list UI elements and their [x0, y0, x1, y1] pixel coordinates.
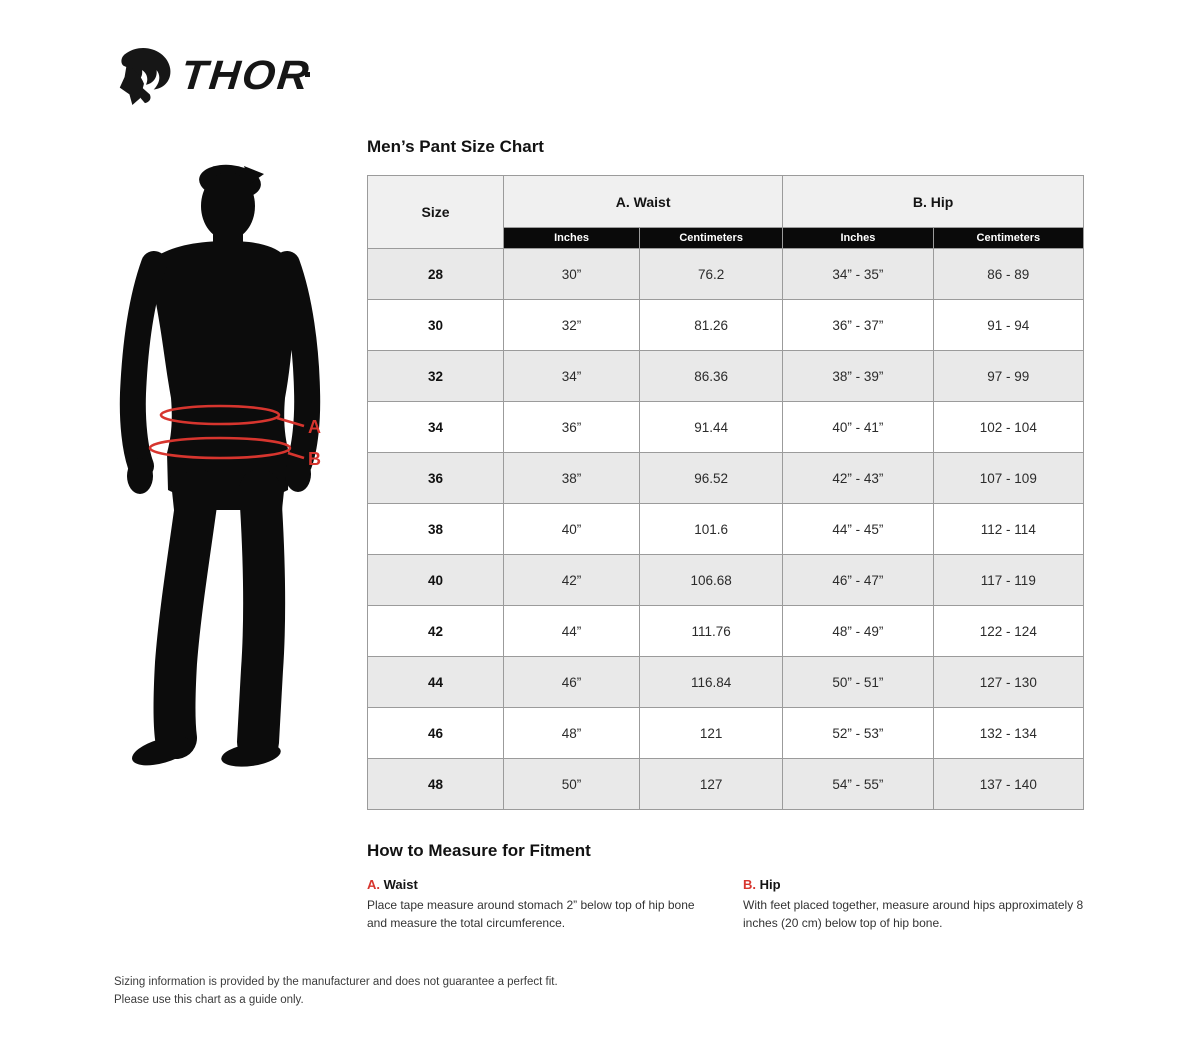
cell-hip-cm: 102 - 104	[932, 401, 1085, 453]
table-row: 30 32” 81.26 36” - 37” 91 - 94	[366, 299, 1085, 351]
cell-waist-cm: 121	[639, 707, 784, 759]
thor-ram-icon	[119, 47, 171, 106]
measure-waist-name: Waist	[383, 877, 418, 892]
cell-size: 48	[366, 758, 505, 810]
cell-size: 46	[366, 707, 505, 759]
page-title: Men’s Pant Size Chart	[367, 137, 544, 156]
cell-waist-cm: 96.52	[639, 452, 784, 504]
cell-hip-cm: 91 - 94	[932, 299, 1085, 351]
body-measurement-figure: A B	[119, 164, 321, 767]
cell-waist-cm: 101.6	[639, 503, 784, 555]
measure-waist-heading: A. Waist	[367, 877, 712, 892]
table-row: 46 48” 121 52” - 53” 132 - 134	[366, 707, 1085, 759]
cell-waist-cm: 76.2	[639, 248, 784, 300]
figure-label-a: A	[308, 417, 321, 437]
measure-waist-text: Place tape measure around stomach 2” bel…	[367, 898, 695, 930]
measure-tape-lines	[148, 404, 305, 460]
table-row: 44 46” 116.84 50” - 51” 127 - 130	[366, 656, 1085, 708]
cell-hip-cm: 107 - 109	[932, 452, 1085, 504]
measure-hip-letter: B.	[743, 877, 756, 892]
cell-waist-cm: 81.26	[639, 299, 784, 351]
logo-registered-dot	[305, 71, 311, 77]
table-row: 36 38” 96.52 42” - 43” 107 - 109	[366, 452, 1085, 504]
measure-hip-text: With feet placed together, measure aroun…	[743, 898, 1084, 930]
cell-hip-cm: 127 - 130	[932, 656, 1085, 708]
disclaimer-line-1: Sizing information is provided by the ma…	[114, 976, 558, 988]
measure-item-hip: B. Hip With feet placed together, measur…	[743, 877, 1098, 932]
cell-hip-inches: 50” - 51”	[782, 656, 934, 708]
cell-waist-inches: 50”	[503, 758, 641, 810]
measure-waist-letter: A.	[367, 877, 380, 892]
cell-waist-inches: 34”	[503, 350, 641, 402]
cell-waist-cm: 91.44	[639, 401, 784, 453]
cell-hip-inches: 38” - 39”	[782, 350, 934, 402]
cell-size: 28	[366, 248, 505, 300]
table-row: 34 36” 91.44 40” - 41” 102 - 104	[366, 401, 1085, 453]
table-row: 48 50” 127 54” - 55” 137 - 140	[366, 758, 1085, 810]
cell-hip-inches: 46” - 47”	[782, 554, 934, 606]
sizing-disclaimer: Sizing information is provided by the ma…	[114, 974, 558, 1010]
cell-waist-inches: 44”	[503, 605, 641, 657]
cell-hip-inches: 44” - 45”	[782, 503, 934, 555]
measure-section-title: How to Measure for Fitment	[367, 841, 591, 860]
cell-waist-cm: 127	[639, 758, 784, 810]
cell-hip-inches: 36” - 37”	[782, 299, 934, 351]
table-row: 28 30” 76.2 34” - 35” 86 - 89	[366, 248, 1085, 300]
column-header-waist: A. Waist	[503, 175, 784, 228]
cell-hip-inches: 40” - 41”	[782, 401, 934, 453]
cell-hip-inches: 42” - 43”	[782, 452, 934, 504]
figure-label-b: B	[308, 449, 321, 469]
cell-size: 32	[366, 350, 505, 402]
table-row: 42 44” 111.76 48” - 49” 122 - 124	[366, 605, 1085, 657]
cell-hip-cm: 97 - 99	[932, 350, 1085, 402]
subheader-hip-centimeters: Centimeters	[932, 227, 1085, 249]
cell-size: 42	[366, 605, 505, 657]
cell-hip-cm: 122 - 124	[932, 605, 1085, 657]
subheader-waist-inches: Inches	[503, 227, 641, 249]
thor-logo: THOR	[112, 44, 313, 106]
size-table-body: 28 30” 76.2 34” - 35” 86 - 89 30 32” 81.26 36” -…	[366, 248, 1085, 810]
table-row: 40 42” 106.68 46” - 47” 117 - 119	[366, 554, 1085, 606]
measure-item-waist: A. Waist Place tape measure around stoma…	[367, 877, 712, 932]
cell-hip-inches: 48” - 49”	[782, 605, 934, 657]
cell-hip-cm: 132 - 134	[932, 707, 1085, 759]
cell-waist-cm: 111.76	[639, 605, 784, 657]
cell-waist-inches: 48”	[503, 707, 641, 759]
subheader-hip-inches: Inches	[782, 227, 934, 249]
subheader-waist-centimeters: Centimeters	[639, 227, 784, 249]
cell-waist-inches: 42”	[503, 554, 641, 606]
cell-waist-cm: 116.84	[639, 656, 784, 708]
table-row: 38 40” 101.6 44” - 45” 112 - 114	[366, 503, 1085, 555]
cell-hip-cm: 117 - 119	[932, 554, 1085, 606]
cell-waist-inches: 46”	[503, 656, 641, 708]
cell-hip-inches: 54” - 55”	[782, 758, 934, 810]
cell-hip-inches: 34” - 35”	[782, 248, 934, 300]
cell-size: 30	[366, 299, 505, 351]
table-row: 32 34” 86.36 38” - 39” 97 - 99	[366, 350, 1085, 402]
column-header-size: Size	[366, 175, 505, 249]
size-chart-table: Size A. Waist B. Hip Inches Centimeters …	[366, 175, 1085, 810]
cell-hip-cm: 86 - 89	[932, 248, 1085, 300]
cell-size: 36	[366, 452, 505, 504]
thor-logo-text: THOR	[178, 52, 313, 98]
cell-waist-inches: 36”	[503, 401, 641, 453]
cell-size: 34	[366, 401, 505, 453]
measure-hip-name: Hip	[759, 877, 781, 892]
cell-waist-cm: 106.68	[639, 554, 784, 606]
cell-waist-inches: 40”	[503, 503, 641, 555]
cell-waist-inches: 38”	[503, 452, 641, 504]
cell-hip-inches: 52” - 53”	[782, 707, 934, 759]
disclaimer-line-2: Please use this chart as a guide only.	[114, 993, 304, 1006]
cell-size: 40	[366, 554, 505, 606]
cell-size: 44	[366, 656, 505, 708]
column-header-hip: B. Hip	[782, 175, 1084, 228]
cell-waist-inches: 32”	[503, 299, 641, 351]
cell-size: 38	[366, 503, 505, 555]
cell-waist-inches: 30”	[503, 248, 641, 300]
cell-hip-cm: 112 - 114	[932, 503, 1085, 555]
cell-waist-cm: 86.36	[639, 350, 784, 402]
cell-hip-cm: 137 - 140	[932, 758, 1085, 810]
measure-hip-heading: B. Hip	[743, 877, 1098, 892]
